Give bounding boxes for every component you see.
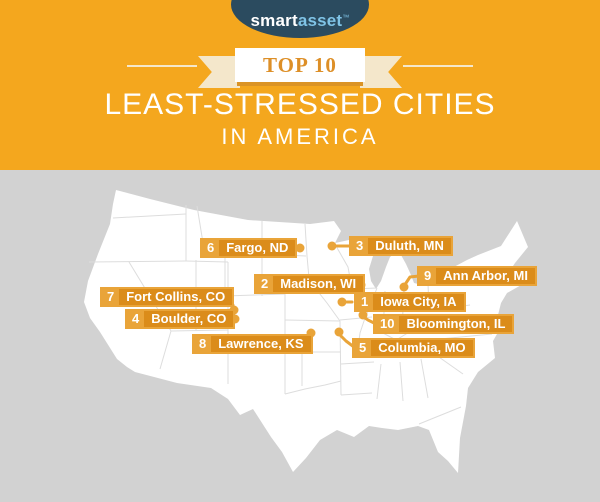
city-marker-dot — [230, 314, 240, 324]
city-marker-dot — [337, 297, 347, 307]
ribbon-line-left — [127, 65, 197, 67]
city-marker-dot — [358, 310, 368, 320]
logo-word-asset: asset — [297, 11, 343, 30]
top10-banner: TOP 10 — [235, 48, 365, 82]
city-marker-dot — [399, 282, 409, 292]
city-marker-dot — [306, 328, 316, 338]
header: smartasset™ TOP 10 LEAST-STRESSED CITIES… — [0, 0, 600, 170]
city-marker-dot — [229, 305, 239, 315]
city-marker-dot — [356, 280, 366, 290]
trademark-symbol: ™ — [342, 14, 350, 22]
page-title: LEAST-STRESSED CITIES — [104, 88, 496, 121]
ribbon-shadow — [237, 78, 363, 86]
city-connector-line — [404, 274, 421, 285]
ribbon-line-right — [403, 65, 473, 67]
city-marker-dot — [334, 327, 344, 337]
ribbon-tail-right — [360, 56, 402, 88]
smartasset-logo-text: smartasset™ — [0, 11, 600, 31]
city-connector-line — [339, 334, 356, 349]
ribbon-tail-left — [198, 56, 240, 88]
logo-word-smart: smart — [250, 11, 298, 30]
city-marker-dot — [327, 241, 337, 251]
page-subtitle: IN AMERICA — [221, 124, 379, 149]
city-marker-dot — [295, 243, 305, 253]
